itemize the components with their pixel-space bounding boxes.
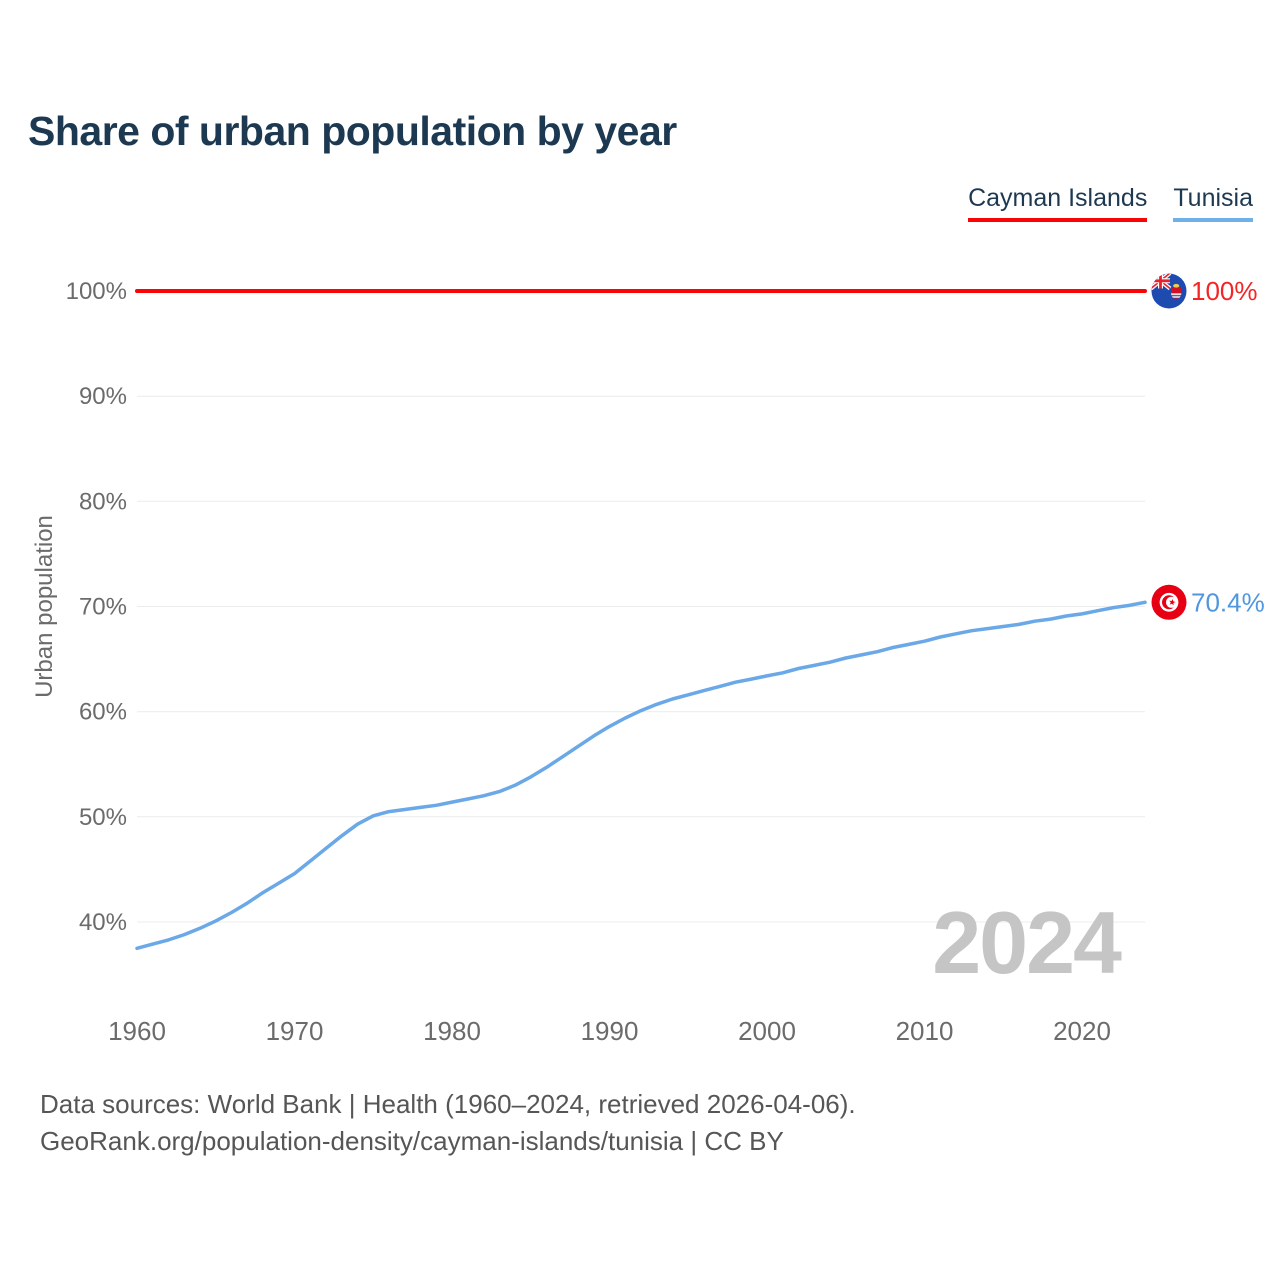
y-tick-label: 100% [66,278,127,305]
cayman-islands-flag-icon [1151,273,1187,309]
footer-data-sources: Data sources: World Bank | Health (1960–… [40,1089,856,1119]
footer: Data sources: World Bank | Health (1960–… [40,1086,856,1160]
tunisia-flag-icon [1151,584,1187,620]
watermark-year: 2024 [932,893,1122,992]
x-tick-label: 1970 [266,1016,324,1046]
x-tick-label: 1990 [581,1016,639,1046]
x-tick-label: 1960 [108,1016,166,1046]
footer-attribution: GeoRank.org/population-density/cayman-is… [40,1126,784,1156]
cayman-islands-end-value-label: 100% [1191,276,1258,306]
legend-item-tunisia[interactable]: Tunisia [1173,184,1253,222]
page-title: Share of urban population by year [28,108,677,154]
y-axis-title: Urban population [31,515,58,698]
y-tick-label: 70% [79,594,127,621]
y-tick-label: 60% [79,699,127,726]
legend: Cayman Islands Tunisia [968,184,1253,222]
y-tick-label: 90% [79,383,127,410]
tunisia-line [135,600,1147,951]
x-tick-label: 2000 [738,1016,796,1046]
legend-item-cayman-islands[interactable]: Cayman Islands [968,184,1148,222]
tunisia-end-value-label: 70.4% [1191,587,1265,617]
x-tick-label: 1980 [423,1016,481,1046]
x-tick-label: 2010 [896,1016,954,1046]
y-tick-label: 40% [79,909,127,936]
y-tick-label: 80% [79,488,127,515]
y-tick-label: 50% [79,804,127,831]
x-tick-label: 2020 [1053,1016,1111,1046]
